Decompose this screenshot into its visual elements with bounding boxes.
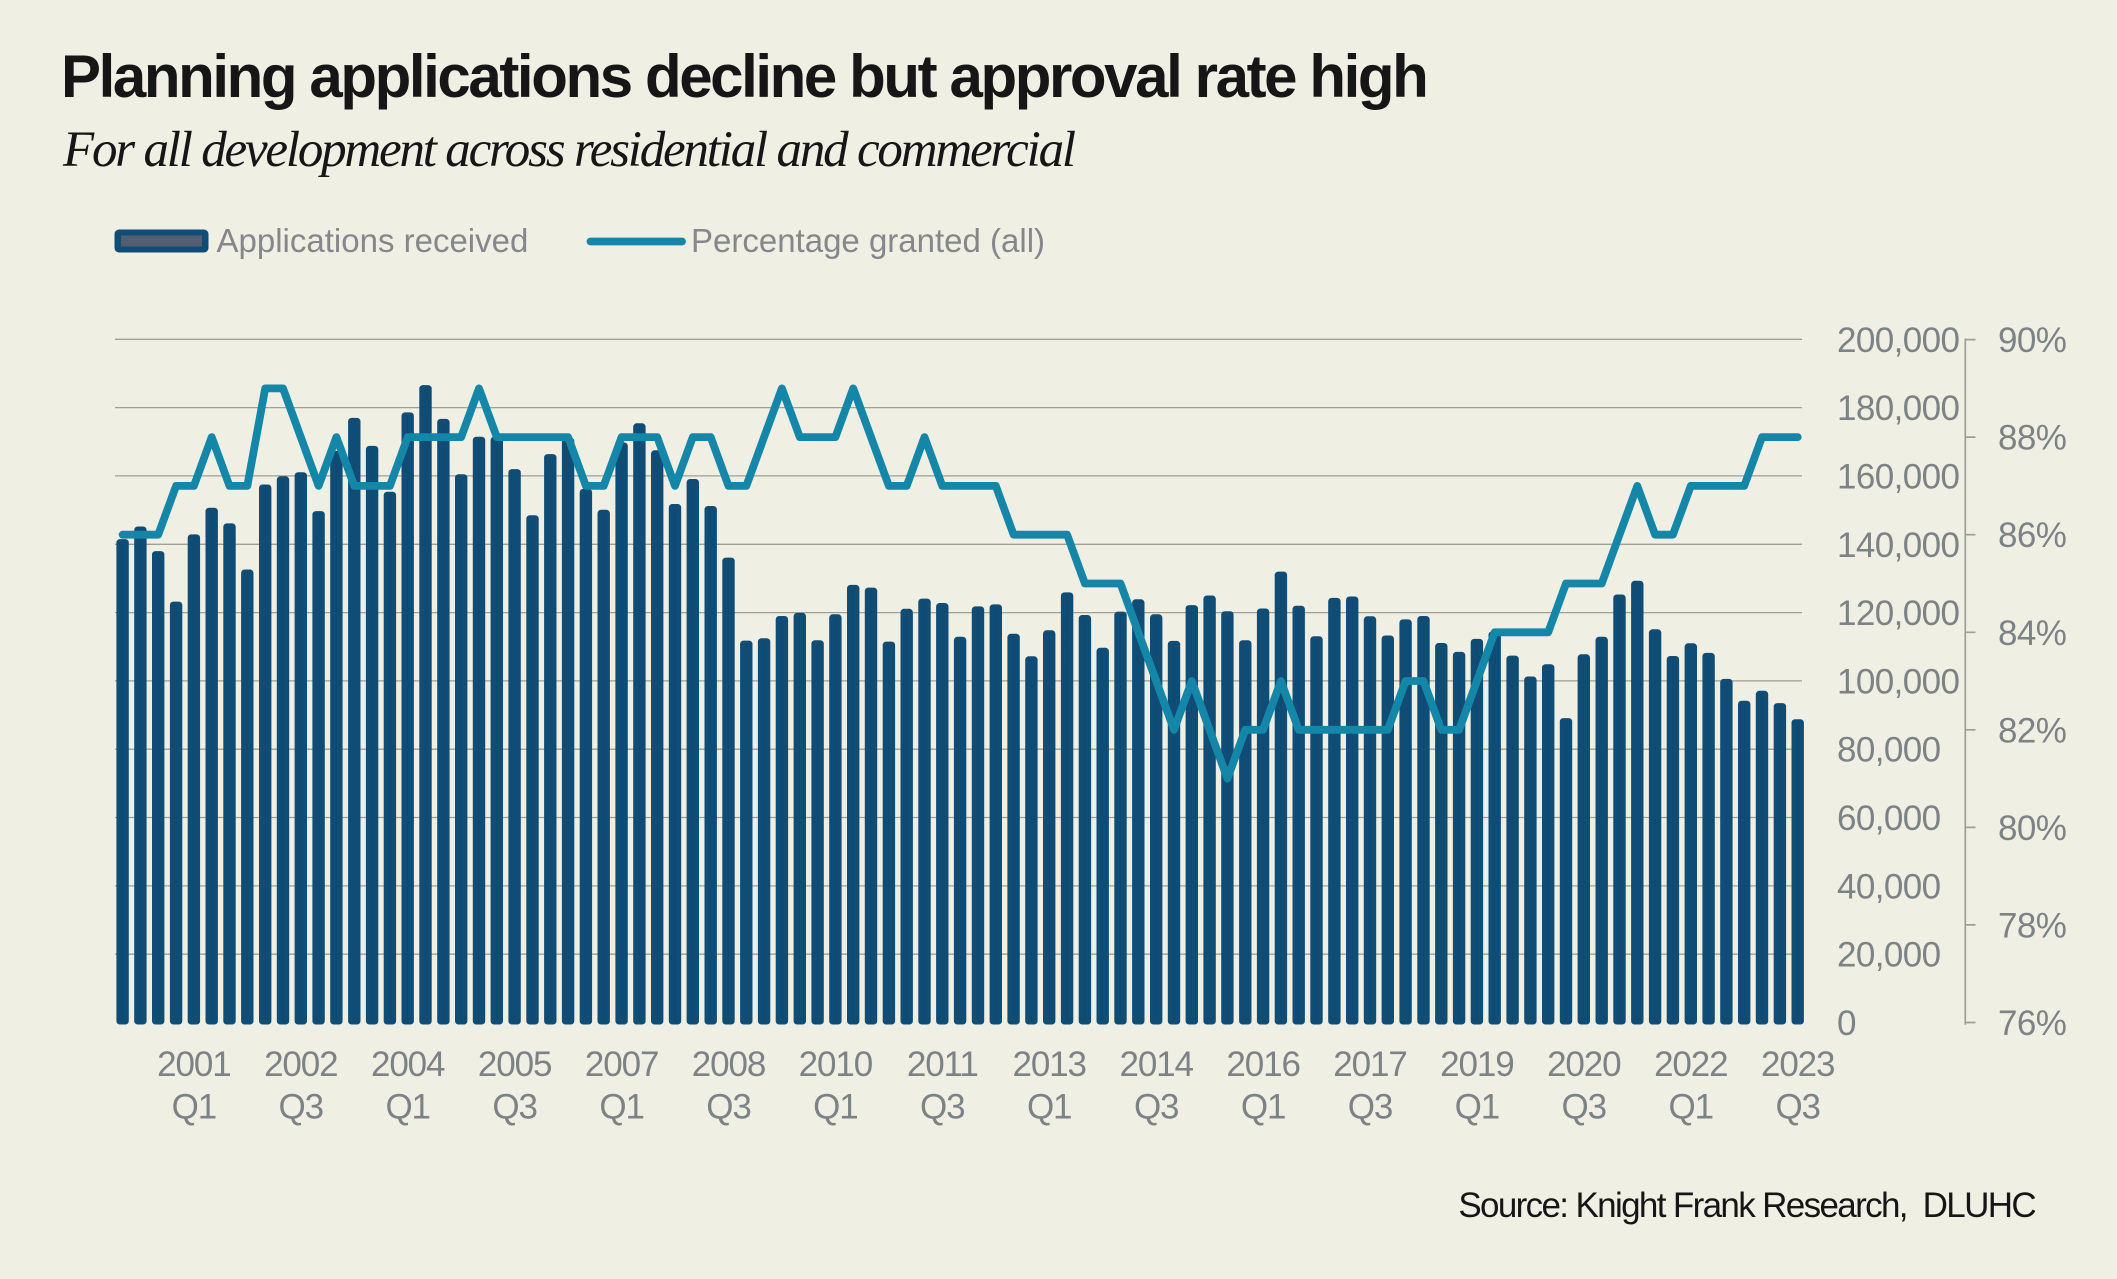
svg-text:60,000: 60,000 <box>1837 799 1941 838</box>
svg-text:2005: 2005 <box>478 1045 551 1084</box>
svg-text:78%: 78% <box>1998 906 2066 945</box>
svg-text:2013: 2013 <box>1012 1045 1085 1084</box>
svg-text:Planning applications decline: Planning applications decline but approv… <box>61 43 1426 110</box>
svg-text:Percentage granted (all): Percentage granted (all) <box>691 222 1045 259</box>
svg-text:2023: 2023 <box>1761 1045 1834 1084</box>
svg-text:Q3: Q3 <box>279 1088 324 1127</box>
svg-text:160,000: 160,000 <box>1837 457 1959 496</box>
svg-text:84%: 84% <box>1998 614 2066 653</box>
svg-text:140,000: 140,000 <box>1837 526 1959 565</box>
svg-text:76%: 76% <box>1998 1004 2066 1043</box>
svg-text:Q3: Q3 <box>1775 1088 1820 1127</box>
svg-text:2017: 2017 <box>1333 1045 1406 1084</box>
svg-text:Q3: Q3 <box>1348 1088 1393 1127</box>
svg-text:Q1: Q1 <box>1455 1088 1500 1127</box>
svg-text:Q1: Q1 <box>1669 1088 1714 1127</box>
svg-text:Q3: Q3 <box>492 1088 537 1127</box>
svg-text:2001: 2001 <box>157 1045 230 1084</box>
svg-text:2004: 2004 <box>371 1045 445 1084</box>
svg-text:For all development across res: For all development across residential a… <box>62 122 1076 178</box>
svg-text:2020: 2020 <box>1547 1045 1621 1084</box>
svg-text:180,000: 180,000 <box>1837 389 1959 428</box>
svg-text:2016: 2016 <box>1226 1045 1299 1084</box>
svg-text:2022: 2022 <box>1654 1045 1727 1084</box>
svg-text:Q3: Q3 <box>920 1088 965 1127</box>
svg-text:Source: Knight Frank Research,: Source: Knight Frank Research, DLUHC <box>1458 1186 2035 1225</box>
svg-text:2010: 2010 <box>799 1045 873 1084</box>
svg-text:100,000: 100,000 <box>1837 662 1959 701</box>
svg-text:40,000: 40,000 <box>1837 867 1941 906</box>
svg-text:20,000: 20,000 <box>1837 936 1941 975</box>
svg-text:2007: 2007 <box>585 1045 658 1084</box>
svg-text:Q1: Q1 <box>813 1088 858 1127</box>
svg-text:Q1: Q1 <box>172 1088 217 1127</box>
svg-text:Q1: Q1 <box>385 1088 430 1127</box>
svg-text:80%: 80% <box>1998 809 2066 848</box>
svg-text:2011: 2011 <box>907 1045 978 1084</box>
svg-text:200,000: 200,000 <box>1837 321 1959 360</box>
svg-text:Q1: Q1 <box>1241 1088 1286 1127</box>
svg-text:Q1: Q1 <box>1027 1088 1072 1127</box>
svg-text:2002: 2002 <box>264 1045 337 1084</box>
svg-text:86%: 86% <box>1998 516 2066 555</box>
svg-text:2019: 2019 <box>1440 1045 1513 1084</box>
svg-text:2008: 2008 <box>692 1045 765 1084</box>
svg-text:0: 0 <box>1837 1004 1856 1043</box>
svg-text:Q3: Q3 <box>1134 1088 1179 1127</box>
svg-text:Q3: Q3 <box>1562 1088 1607 1127</box>
svg-text:88%: 88% <box>1998 419 2066 458</box>
svg-text:80,000: 80,000 <box>1837 731 1941 770</box>
svg-text:2014: 2014 <box>1119 1045 1193 1084</box>
svg-text:Q1: Q1 <box>599 1088 644 1127</box>
svg-text:120,000: 120,000 <box>1837 594 1959 633</box>
svg-text:90%: 90% <box>1998 321 2066 360</box>
svg-text:82%: 82% <box>1998 711 2066 750</box>
svg-text:Q3: Q3 <box>706 1088 751 1127</box>
svg-text:Applications received: Applications received <box>217 222 529 259</box>
